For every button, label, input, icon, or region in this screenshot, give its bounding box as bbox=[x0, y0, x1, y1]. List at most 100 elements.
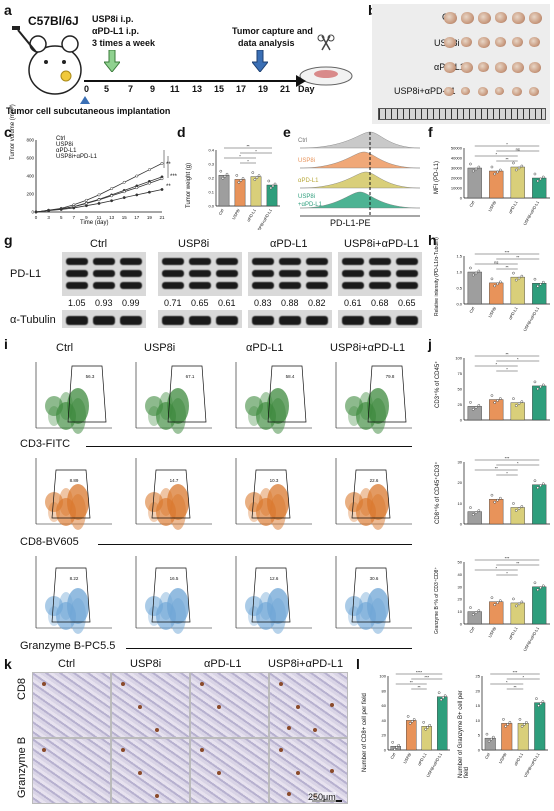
data-point bbox=[502, 718, 505, 721]
data-point bbox=[517, 402, 521, 405]
data-point bbox=[422, 721, 425, 724]
positive-cell bbox=[138, 771, 142, 775]
x-tick-label: 15 bbox=[122, 215, 128, 220]
blot-band bbox=[369, 270, 391, 277]
x-tick-label: USP8i+αPD-L1 bbox=[522, 625, 540, 652]
positive-cell bbox=[217, 771, 221, 775]
positive-cell bbox=[42, 748, 46, 752]
x-tick-label: USP8i+αPD-L1 bbox=[522, 305, 540, 332]
positive-cell bbox=[138, 705, 142, 709]
data-point bbox=[493, 172, 497, 176]
series-point bbox=[160, 177, 164, 181]
data-point bbox=[490, 277, 494, 281]
gate bbox=[167, 365, 207, 423]
tumor-sample bbox=[478, 62, 489, 72]
gzmb-axis-line bbox=[126, 648, 412, 649]
flow-group-label: USP8i+αPD-L1 bbox=[330, 342, 406, 354]
data-point bbox=[253, 178, 257, 181]
density-blob bbox=[167, 388, 189, 424]
timeline-tick: 15 bbox=[214, 84, 225, 94]
tumor-sample bbox=[444, 12, 457, 24]
tumor-sample bbox=[512, 37, 523, 47]
sig-label: * bbox=[517, 460, 519, 465]
blot-band bbox=[252, 316, 274, 325]
gate-percent: 30.6 bbox=[370, 576, 379, 581]
data-point bbox=[477, 609, 481, 612]
cd3-axis-label: CD3-FITC bbox=[20, 438, 71, 450]
x-tick-label: USP8i bbox=[498, 752, 508, 764]
tumor-sample bbox=[495, 87, 504, 95]
panel-label-d: d bbox=[177, 124, 186, 140]
density-blob bbox=[67, 484, 89, 520]
data-point bbox=[539, 282, 542, 286]
bar bbox=[510, 276, 525, 305]
blot-ratio: 0.93 bbox=[95, 298, 113, 308]
legend-entry: USP8i+αPD-L1 bbox=[56, 154, 97, 160]
density-blob bbox=[367, 484, 389, 520]
data-point bbox=[273, 182, 277, 186]
legend-entry: αPD-L1 bbox=[56, 148, 77, 154]
positive-cell bbox=[313, 728, 317, 732]
series-point bbox=[160, 161, 164, 165]
panel-label-c: c bbox=[4, 124, 12, 140]
data-point bbox=[493, 500, 497, 504]
data-point bbox=[539, 385, 542, 389]
data-point bbox=[518, 718, 522, 721]
bar bbox=[517, 723, 529, 751]
series-point bbox=[135, 186, 139, 190]
cd8-count-ylabel: Number of CD8+ cell per field bbox=[362, 693, 368, 772]
blot-band bbox=[216, 316, 238, 325]
bar bbox=[421, 726, 432, 751]
histogram-peak bbox=[299, 151, 421, 169]
data-point bbox=[408, 722, 412, 725]
scale-bar-label: 250μm bbox=[308, 792, 336, 802]
tumor-sample bbox=[512, 12, 525, 24]
blot-band bbox=[279, 270, 301, 277]
petri-dish-icon bbox=[299, 34, 353, 86]
panel-label-j: j bbox=[428, 336, 432, 352]
density-blob bbox=[167, 484, 189, 520]
positive-cell bbox=[155, 728, 159, 732]
y-tick-label: 50 bbox=[458, 387, 463, 392]
blot-ratio: 0.71 bbox=[164, 298, 182, 308]
data-point bbox=[496, 170, 499, 174]
data-point bbox=[536, 179, 540, 183]
hist-label: USP8i bbox=[298, 194, 316, 200]
blot-band bbox=[306, 270, 328, 277]
data-point bbox=[499, 496, 502, 500]
x-tick-label: USP8i bbox=[402, 752, 412, 764]
cd3-quant-ylabel: CD3⁺% of CD45⁺ bbox=[435, 360, 441, 408]
flow-density-plot: 12.6 bbox=[235, 556, 312, 634]
series-point bbox=[97, 193, 101, 197]
series-point bbox=[147, 181, 151, 185]
bar bbox=[532, 283, 547, 305]
density-blob bbox=[267, 484, 289, 520]
gate-percent: 10.3 bbox=[270, 478, 279, 483]
x-tick-label: 9 bbox=[85, 215, 88, 220]
positive-cell bbox=[42, 682, 46, 686]
y-tick-label: 0 bbox=[460, 196, 463, 201]
sig-label: * bbox=[239, 153, 241, 158]
series-point bbox=[147, 168, 151, 172]
sig-label: *** bbox=[505, 555, 510, 560]
flow-density-plot: 8.22 bbox=[35, 556, 112, 634]
blot-band bbox=[216, 258, 238, 265]
hist-label: αPD-L1 bbox=[298, 178, 319, 184]
data-point bbox=[533, 172, 537, 176]
blot-group-label: USP8i+αPD-L1 bbox=[344, 238, 420, 250]
data-point bbox=[512, 397, 515, 400]
y-tick-label: 60 bbox=[382, 703, 387, 708]
sig-label: **** bbox=[416, 669, 423, 674]
data-point bbox=[490, 596, 494, 599]
data-point bbox=[493, 284, 497, 288]
x-tick-label: Ctrl bbox=[468, 306, 475, 314]
blot-band bbox=[369, 282, 391, 289]
x-tick-label: αPD-L1 bbox=[513, 751, 525, 766]
x-tick-label: Ctrl bbox=[484, 752, 491, 760]
blot-band bbox=[369, 258, 391, 265]
blot-ratio: 0.68 bbox=[371, 298, 389, 308]
x-tick-label: USP8i+αPD-L1 bbox=[522, 199, 540, 226]
hist-label: USP8i bbox=[298, 158, 316, 164]
y-tick-label: 30 bbox=[458, 460, 463, 465]
data-point bbox=[424, 728, 427, 731]
